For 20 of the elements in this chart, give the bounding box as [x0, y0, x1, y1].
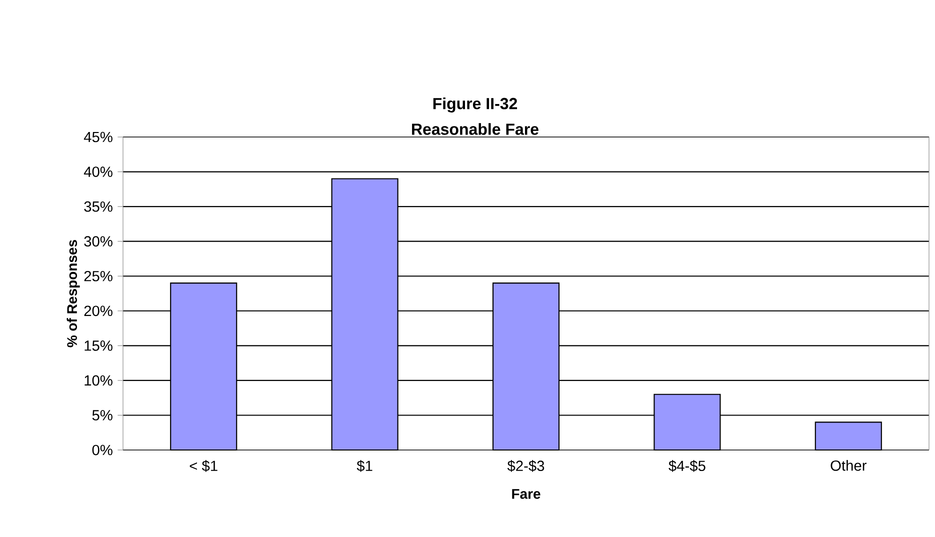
y-tick-label: 5% — [92, 410, 112, 420]
chart-subtitle: Reasonable Fare — [412, 123, 538, 135]
x-axis-title: Fare — [512, 489, 540, 499]
y-tick-label: 0% — [92, 444, 112, 456]
y-tick-label: 10% — [84, 375, 112, 386]
x-tick-label: Other — [830, 460, 867, 471]
y-tick-label: 30% — [84, 236, 112, 247]
y-tick-label: 40% — [84, 166, 112, 177]
y-tick-label: 45% — [84, 132, 112, 142]
y-tick-label: 35% — [84, 201, 112, 212]
bar — [814, 422, 882, 451]
x-tick-label: $1 — [356, 460, 372, 472]
x-tick-label: $4-$5 — [668, 460, 706, 472]
x-tick-label: < $1 — [190, 460, 218, 472]
y-tick-label: 15% — [84, 340, 112, 351]
chart-title: Figure II-32 — [433, 98, 518, 112]
y-axis-title: % of Responses — [66, 240, 80, 348]
x-tick-label: $2-$3 — [507, 460, 544, 472]
y-tick-label: 20% — [84, 306, 112, 316]
y-tick-label: 25% — [84, 270, 112, 282]
